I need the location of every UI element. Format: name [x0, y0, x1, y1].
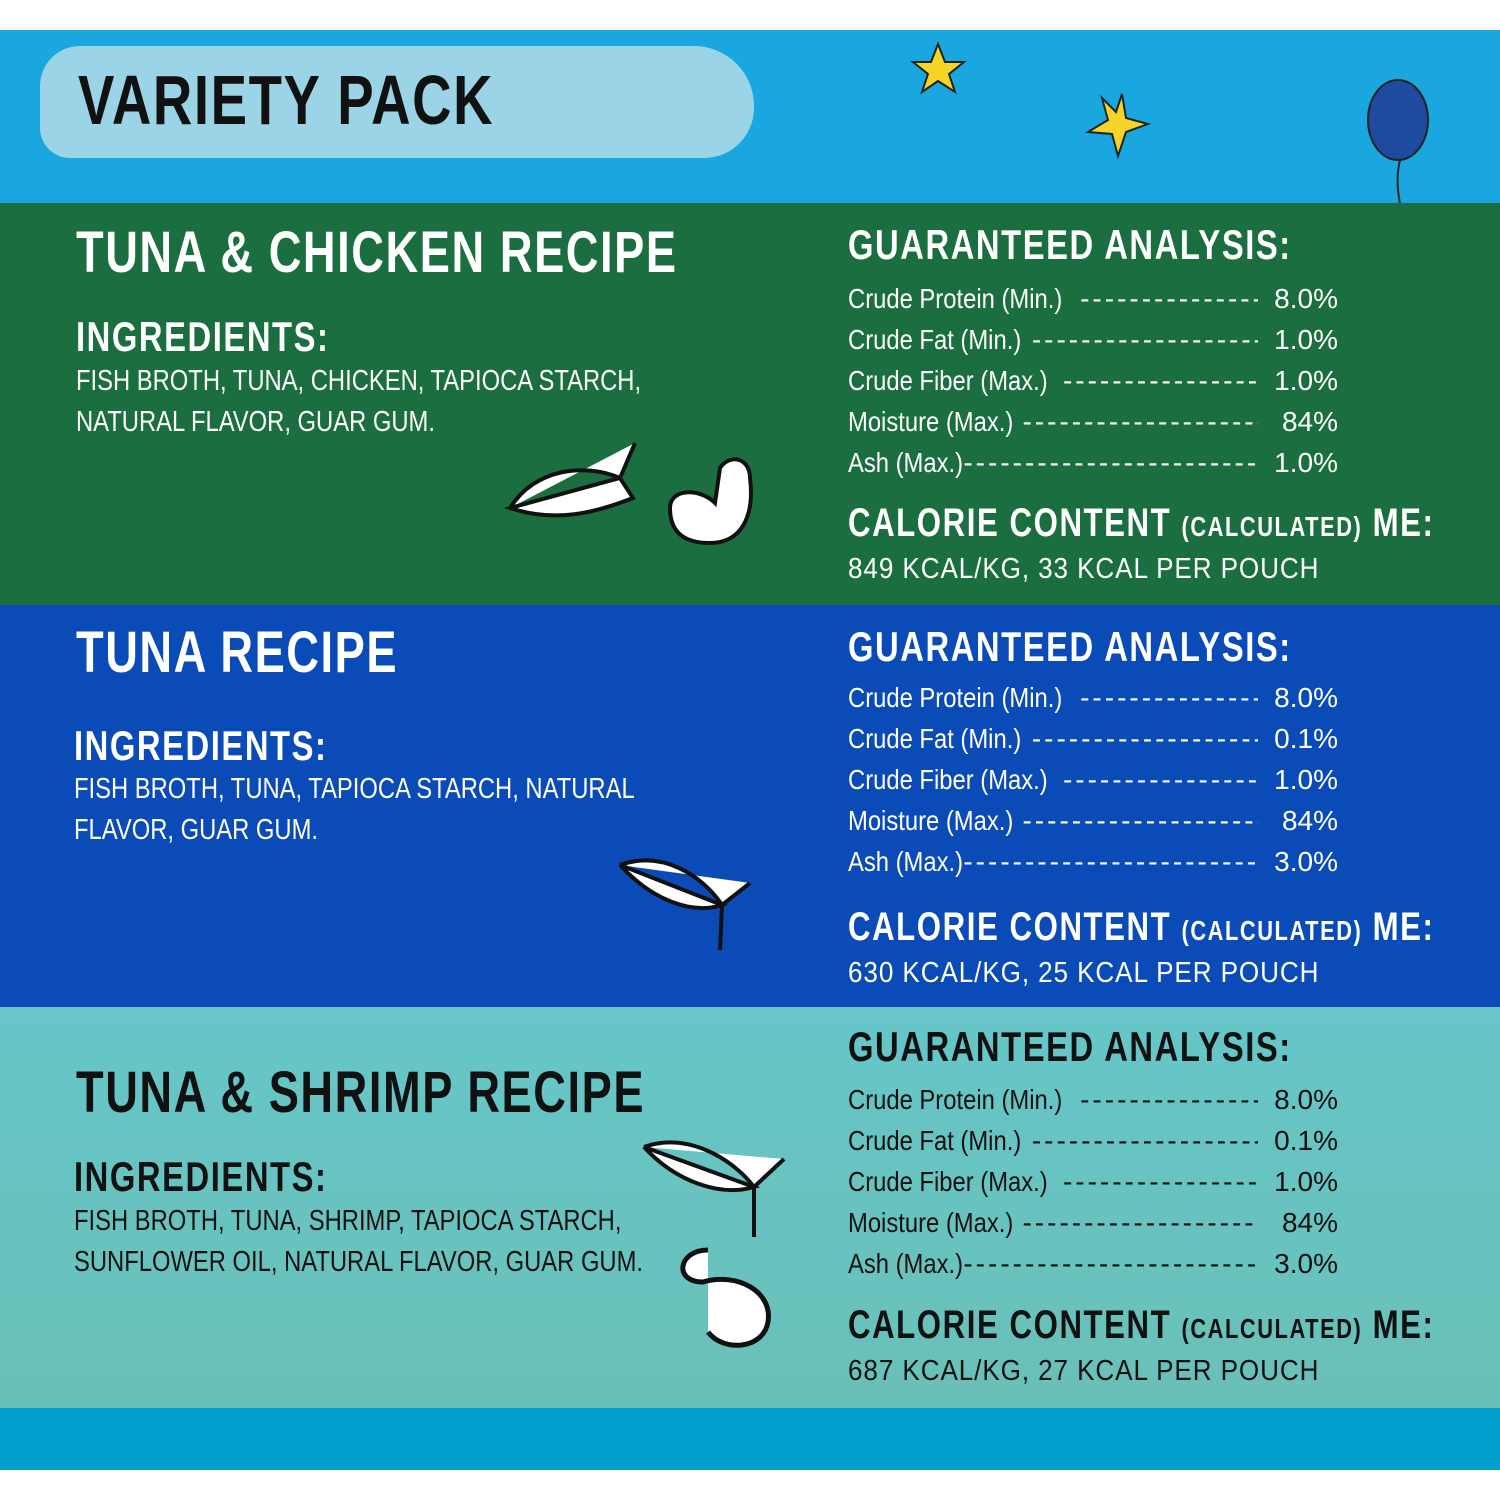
- analysis-row: Crude Fat (Min.)------------------------…: [848, 1124, 1338, 1156]
- ingredients-heading: INGREDIENTS:: [74, 1153, 328, 1200]
- page-title: VARIETY PACK: [78, 61, 495, 139]
- recipe-title: TUNA & CHICKEN RECIPE: [76, 220, 678, 285]
- analysis-row: Crude Fiber (Max.)----------------------…: [848, 364, 1338, 396]
- analysis-row: Crude Fat (Min.)------------------------…: [848, 323, 1338, 355]
- analysis-row: Moisture (Max.)-------------------------…: [848, 405, 1338, 437]
- footer-band: [0, 1408, 1500, 1470]
- section-tuna-shrimp: TUNA & SHRIMP RECIPE INGREDIENTS: FISH B…: [0, 1007, 1500, 1408]
- calorie-heading: CALORIE CONTENT (CALCULATED) ME:: [848, 501, 1435, 545]
- ingredients-text: FISH BROTH, TUNA, TAPIOCA STARCH, NATURA…: [74, 773, 635, 846]
- analysis-row: Crude Protein (Min.)--------------------…: [848, 681, 1338, 713]
- fish-icon: [505, 442, 637, 518]
- analysis-row: Crude Protein (Min.)--------------------…: [848, 282, 1338, 314]
- analysis-heading: GUARANTEED ANALYSIS:: [848, 623, 1292, 670]
- calorie-value: 687 KCAL/KG, 27 KCAL PER POUCH: [848, 1355, 1320, 1387]
- analysis-table: Crude Protein (Min.)--------------------…: [848, 1079, 1338, 1284]
- analysis-row: Ash (Max.)------------------------------…: [848, 1247, 1338, 1279]
- analysis-heading: GUARANTEED ANALYSIS:: [848, 1023, 1292, 1070]
- shrimp-icon: [680, 1247, 771, 1348]
- title-banner: [40, 46, 754, 158]
- analysis-heading: GUARANTEED ANALYSIS:: [848, 221, 1292, 268]
- recipe-title: TUNA RECIPE: [76, 620, 399, 685]
- calorie-heading: CALORIE CONTENT (CALCULATED) ME:: [848, 1303, 1435, 1347]
- calorie-value: 630 KCAL/KG, 25 KCAL PER POUCH: [848, 957, 1320, 989]
- chicken-icon: [667, 457, 753, 546]
- analysis-row: Crude Fiber (Max.)----------------------…: [848, 1165, 1338, 1197]
- ingredients-text: FISH BROTH, TUNA, SHRIMP, TAPIOCA STARCH…: [74, 1205, 644, 1278]
- analysis-row: Crude Fat (Min.)------------------------…: [848, 722, 1338, 754]
- analysis-row: Ash (Max.)------------------------------…: [848, 446, 1338, 478]
- fish-icon: [618, 858, 752, 951]
- header-band: VARIETY PACK: [0, 30, 1500, 313]
- analysis-table: Crude Protein (Min.)--------------------…: [848, 278, 1338, 483]
- ingredients-heading: INGREDIENTS:: [76, 313, 330, 360]
- section-tuna: TUNA RECIPE INGREDIENTS: FISH BROTH, TUN…: [0, 605, 1500, 1007]
- analysis-table: Crude Protein (Min.)--------------------…: [848, 677, 1338, 882]
- calorie-value: 849 KCAL/KG, 33 KCAL PER POUCH: [848, 553, 1320, 585]
- ingredients-heading: INGREDIENTS:: [74, 722, 328, 769]
- star-icon: [910, 41, 967, 95]
- analysis-row: Moisture (Max.)-------------------------…: [848, 1206, 1338, 1238]
- section-tuna-chicken: TUNA & CHICKEN RECIPE INGREDIENTS: FISH …: [0, 203, 1500, 605]
- star-icon: [1084, 93, 1152, 160]
- analysis-row: Ash (Max.)------------------------------…: [848, 845, 1338, 877]
- analysis-row: Moisture (Max.)-------------------------…: [848, 804, 1338, 836]
- recipe-title: TUNA & SHRIMP RECIPE: [76, 1060, 646, 1125]
- analysis-row: Crude Fiber (Max.)----------------------…: [848, 763, 1338, 795]
- ingredients-text: FISH BROTH, TUNA, CHICKEN, TAPIOCA STARC…: [76, 365, 642, 438]
- analysis-row: Crude Protein (Min.)--------------------…: [848, 1083, 1338, 1115]
- fish-icon: [642, 1140, 786, 1237]
- calorie-heading: CALORIE CONTENT (CALCULATED) ME:: [848, 905, 1435, 949]
